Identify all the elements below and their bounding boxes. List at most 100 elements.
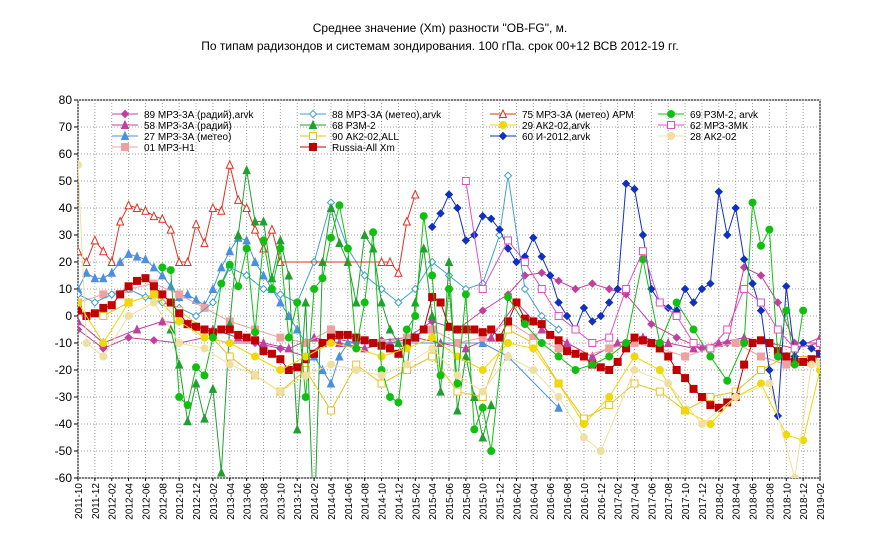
data-point [78, 306, 82, 315]
data-point [116, 290, 125, 299]
data-point [192, 322, 201, 331]
data-point [790, 344, 799, 353]
data-point [815, 349, 820, 359]
data-point [756, 298, 765, 307]
data-point [723, 230, 732, 240]
data-point [504, 317, 513, 326]
data-point [444, 256, 454, 266]
data-point [537, 285, 546, 293]
x-tick-label: 2016-12 [597, 483, 608, 520]
data-point [622, 339, 631, 347]
data-point [740, 339, 749, 347]
data-point [436, 298, 445, 307]
data-point [579, 433, 588, 442]
data-point [630, 366, 639, 374]
legend-marker [499, 121, 507, 129]
data-point [284, 333, 293, 342]
data-point [250, 256, 260, 266]
legend-entry: 58 МРЗ-3А (радий) [112, 119, 232, 132]
data-point [740, 360, 749, 369]
data-point [326, 339, 335, 347]
data-point [217, 262, 226, 272]
data-point [225, 159, 235, 169]
data-point [107, 301, 116, 310]
data-point [242, 235, 251, 245]
legend-entry: 68 РЗМ-2 [300, 119, 376, 132]
data-point [318, 364, 327, 374]
x-tick-label: 2016-06 [546, 483, 557, 520]
data-point [453, 379, 462, 388]
data-point [175, 339, 184, 347]
legend-label: 89 МРЗ-3А (радий),arvk [144, 110, 255, 121]
data-point [470, 325, 479, 334]
data-point [689, 343, 698, 353]
data-point [428, 271, 437, 280]
data-point [756, 352, 765, 361]
legend-marker [120, 130, 130, 140]
data-point [453, 325, 462, 334]
data-point [453, 387, 462, 396]
data-point [773, 298, 783, 307]
legend-label: 27 МРЗ-3А (метео) [144, 132, 231, 143]
data-point [82, 267, 91, 277]
y-tick-label: 80 [59, 93, 73, 107]
data-point [326, 378, 336, 388]
data-point [504, 352, 513, 361]
data-point [124, 200, 133, 210]
data-point [250, 224, 260, 234]
data-point [571, 284, 580, 294]
data-point [107, 267, 117, 277]
data-point [554, 379, 563, 388]
data-point [748, 279, 757, 288]
data-point [664, 352, 673, 361]
data-point [723, 376, 732, 385]
legend-marker [309, 143, 317, 151]
data-point [706, 352, 715, 361]
data-point [124, 248, 133, 258]
data-point [234, 330, 243, 339]
x-tick-label: 2013-12 [293, 483, 304, 520]
x-tick-label: 2017-12 [698, 483, 709, 520]
chart-title: Среднее значение (Xm) разности "OB-FG", … [313, 21, 568, 35]
data-point [681, 374, 690, 383]
x-tick-label: 2018-12 [799, 483, 810, 520]
data-point [267, 224, 277, 234]
data-point [411, 333, 420, 342]
data-point [183, 289, 192, 299]
x-tick-label: 2018-02 [715, 483, 726, 520]
data-point [394, 337, 403, 347]
data-point [124, 312, 133, 320]
data-point [554, 312, 563, 320]
data-point [588, 339, 597, 347]
legend-entry: 90 АК2-02,ALL [300, 132, 399, 143]
data-point [621, 179, 631, 188]
data-point [605, 393, 614, 401]
legend-marker [121, 143, 129, 151]
data-point [630, 184, 639, 194]
data-point [504, 236, 513, 245]
y-tick-label: -40 [55, 417, 73, 431]
x-tick-label: 2013-06 [243, 483, 254, 520]
data-point [782, 306, 791, 315]
data-point [520, 284, 530, 294]
data-point [503, 171, 513, 180]
data-point [428, 325, 437, 334]
x-tick-label: 2013-08 [260, 483, 271, 520]
data-point [545, 271, 555, 280]
data-point [697, 420, 706, 428]
data-point [445, 285, 453, 293]
data-point [217, 325, 226, 334]
y-tick-label: -10 [55, 336, 73, 350]
x-tick-label: 2018-06 [749, 483, 760, 520]
data-point [402, 325, 411, 334]
data-point [638, 247, 647, 256]
data-point [149, 210, 159, 221]
data-point [529, 366, 538, 374]
data-point [478, 403, 487, 412]
data-point [453, 405, 462, 415]
data-point [377, 352, 386, 361]
data-point [259, 216, 268, 226]
y-tick-label: 40 [59, 201, 73, 215]
data-point [200, 413, 209, 423]
data-point [242, 165, 251, 175]
